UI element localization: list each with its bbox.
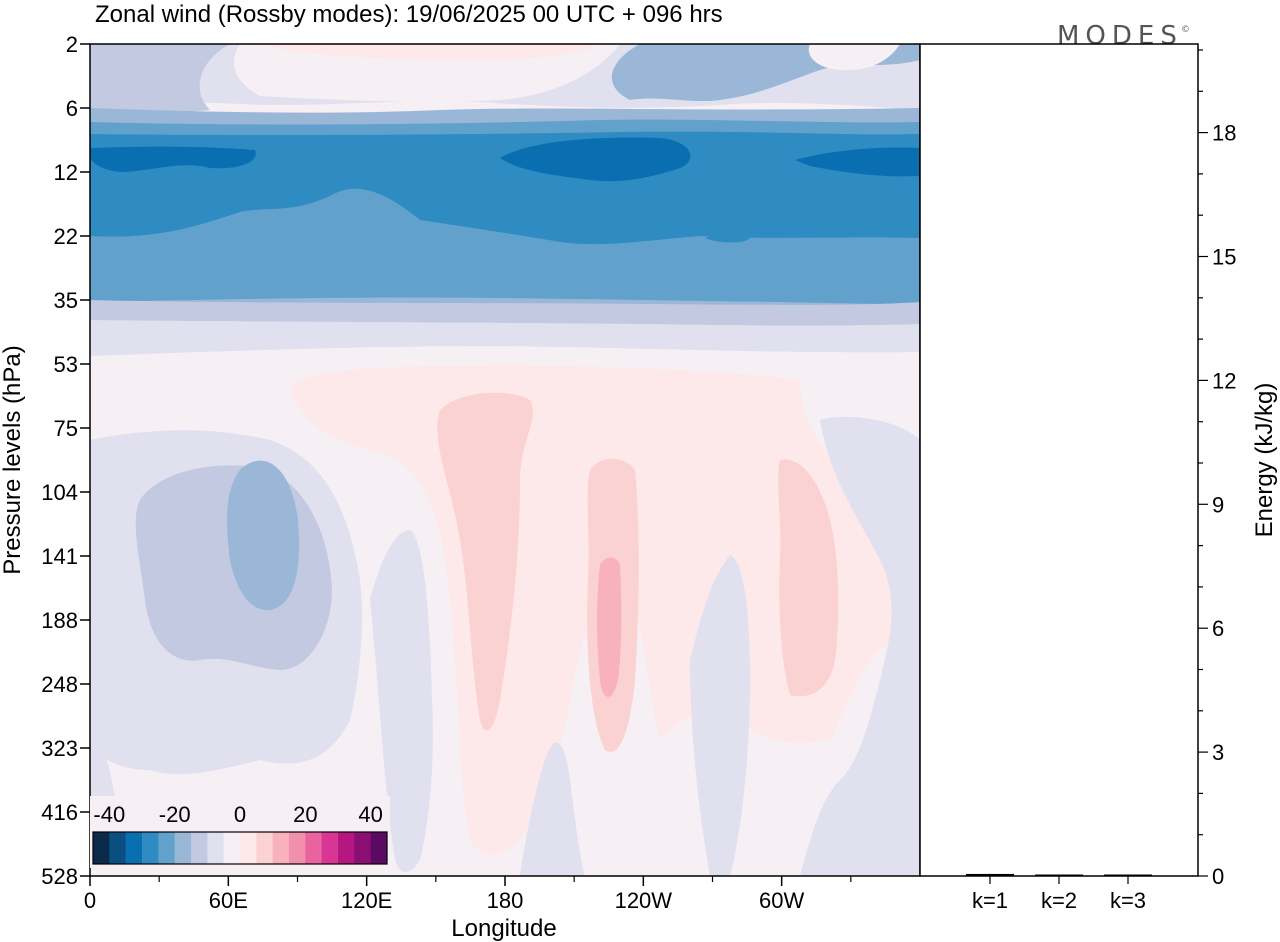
y-tick-label: 104	[41, 480, 78, 505]
colorbar-swatch	[109, 832, 126, 864]
colorbar-labels: -40 -20 0 20 40	[93, 802, 382, 827]
x-tick-label: 120W	[615, 888, 673, 913]
colorbar-tick-label: 0	[234, 802, 246, 827]
x-tick-label: 120E	[341, 888, 392, 913]
y-tick-label: 141	[41, 544, 78, 569]
core-22hPa-small	[705, 233, 750, 243]
energy-tick-label: 18	[1212, 121, 1236, 146]
band-2-6hPa-pink	[260, 44, 600, 61]
x-tick-label: 60E	[209, 888, 248, 913]
colorbar-swatch	[125, 832, 143, 864]
colorbar-swatches	[92, 831, 388, 865]
colorbar-swatch	[370, 832, 388, 864]
colorbar-tick-label: 20	[293, 802, 317, 827]
pink-region-4	[778, 459, 839, 697]
y-tick-label: 248	[41, 672, 78, 697]
contour-plot	[90, 44, 920, 876]
x-axis-label: Longitude	[451, 915, 556, 942]
y-tick-label: 53	[54, 352, 78, 377]
x-tick-label: 180	[487, 888, 524, 913]
core-12hPa-east	[795, 147, 920, 177]
colorbar-swatch	[354, 832, 371, 864]
energy-tick-label: 3	[1212, 740, 1224, 765]
band-2-6hPa-white-east	[808, 44, 900, 71]
y-tick-label: 2	[66, 32, 78, 57]
y-tick-label: 22	[54, 224, 78, 249]
energy-tick-label: 0	[1212, 864, 1224, 889]
core-12hPa-central	[500, 137, 691, 182]
y-axis-label: Pressure levels (hPa)	[0, 345, 26, 574]
y-tick-label: 188	[41, 608, 78, 633]
blue-region-south	[520, 742, 585, 876]
pink-region-2	[437, 392, 533, 731]
energy-bar	[1035, 874, 1083, 876]
x-tick-label: 60W	[759, 888, 804, 913]
energy-tick-label: 6	[1212, 616, 1224, 641]
blue-region-east-outer	[800, 416, 920, 876]
colorbar-swatch	[223, 832, 241, 864]
pink-region-central	[290, 365, 911, 855]
pink-max-westerly	[597, 557, 622, 697]
colorbar-swatch	[158, 832, 175, 864]
colorbar-swatch	[174, 832, 192, 864]
colorbar-tick-label: -40	[93, 802, 125, 827]
y-tick-label: 416	[41, 800, 78, 825]
x-axis: 0 60E 120E 180 120W 60W	[84, 876, 852, 913]
blue-region-east-lower	[690, 555, 750, 876]
colorbar-swatch	[240, 832, 257, 864]
y-axis: 2 6 12 22 35 53 75 104 141 188 248 323 416 528	[41, 32, 90, 889]
energy-bar	[966, 873, 1014, 876]
y-tick-label: 35	[54, 288, 78, 313]
colorbar-swatch	[256, 832, 273, 864]
modes-logo-mark: ©	[1181, 25, 1190, 35]
colorbar-swatch	[93, 832, 110, 864]
y-tick-label: 75	[54, 416, 78, 441]
energy-bar	[1104, 874, 1152, 876]
colorbar-swatch	[321, 832, 339, 864]
energy-tick-label: 9	[1212, 492, 1224, 517]
energy-tick-label: 15	[1212, 245, 1236, 270]
core-12hPa-west	[90, 146, 256, 172]
energy-axis: 0 3 6 9 12 15 18	[1198, 49, 1236, 889]
colorbar: -40 -20 0 20 40	[90, 796, 390, 868]
colorbar-frame	[92, 831, 388, 865]
colorbar-swatch	[191, 832, 208, 864]
colorbar-swatch	[289, 832, 306, 864]
y-tick-label: 323	[41, 736, 78, 761]
energy-bar-label: k=1	[972, 888, 1008, 913]
colorbar-swatch	[207, 832, 224, 864]
colorbar-swatch	[272, 832, 290, 864]
x-tick-label: 0	[84, 888, 96, 913]
band-12-22hPa	[90, 131, 920, 245]
energy-bar-label: k=3	[1110, 888, 1146, 913]
energy-bars: k=1 k=2 k=3	[966, 873, 1152, 913]
energy-axis-label: Energy (kJ/kg)	[1251, 383, 1278, 538]
y-tick-label: 12	[54, 160, 78, 185]
y-tick-label: 528	[41, 864, 78, 889]
energy-frame	[919, 43, 1199, 877]
energy-tick-label: 12	[1212, 368, 1236, 393]
figure-title: Zonal wind (Rossby modes): 19/06/2025 00…	[95, 1, 723, 28]
band-35-53hPa-lighter	[90, 320, 920, 356]
band-2-6hPa-blue	[90, 44, 230, 113]
colorbar-tick-label: -20	[159, 802, 191, 827]
colorbar-swatch	[142, 832, 159, 864]
colorbar-swatch	[338, 832, 355, 864]
y-tick-label: 6	[66, 96, 78, 121]
energy-bar-label: k=2	[1041, 888, 1077, 913]
colorbar-tick-label: 40	[358, 802, 382, 827]
blue-region-mid-west	[370, 530, 433, 872]
colorbar-swatch	[305, 832, 322, 864]
blue-core-west	[227, 460, 300, 611]
